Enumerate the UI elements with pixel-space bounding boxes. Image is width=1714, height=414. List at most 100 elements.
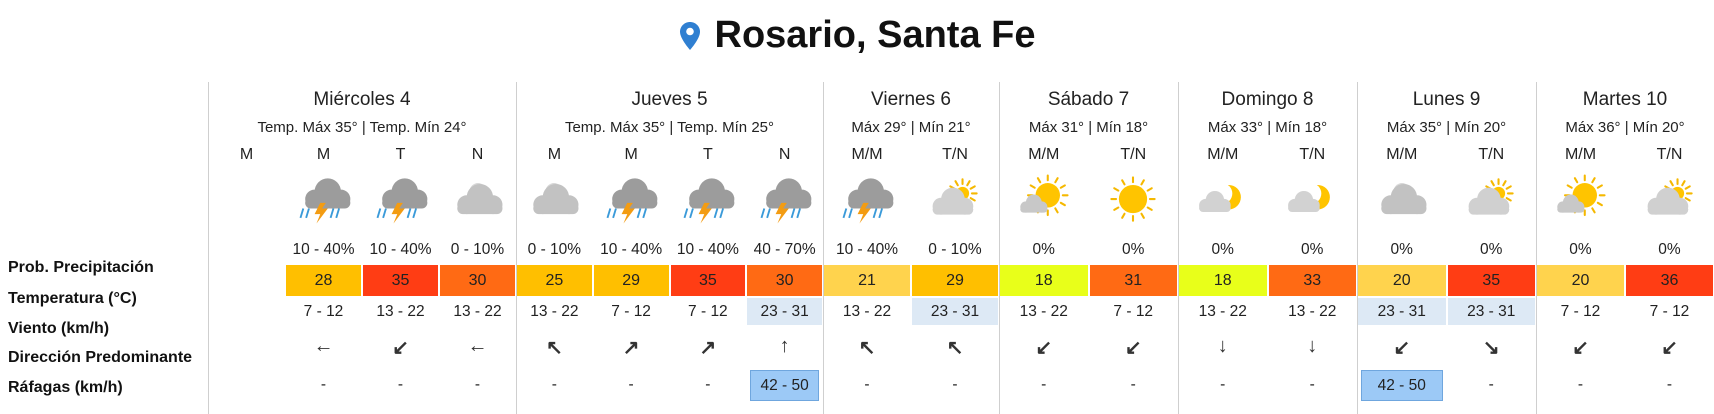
gust: 42 - 50 xyxy=(1361,370,1443,401)
wind-direction: ↗ xyxy=(622,337,640,359)
period-label: M/M xyxy=(851,146,883,163)
weather-icon xyxy=(1556,174,1606,217)
icon-part xyxy=(1505,197,1513,202)
gust: - xyxy=(1577,376,1584,393)
row-label: Prob. Precipitación xyxy=(8,259,154,276)
precipitation: 0 - 10% xyxy=(928,241,982,258)
temperature: 33 xyxy=(1268,265,1356,296)
icon-part xyxy=(381,197,427,209)
row-label: Viento (km/h) xyxy=(8,320,110,337)
day-separator xyxy=(516,82,517,414)
temperature: 30 xyxy=(747,265,822,296)
wind-direction: ↘ xyxy=(1482,337,1500,359)
icon-part xyxy=(848,197,894,209)
temperature: 28 xyxy=(286,265,361,296)
period-label: N xyxy=(471,146,484,163)
weather-icon xyxy=(1198,183,1241,213)
day-summary: Máx 33° | Mín 18° xyxy=(1207,119,1328,136)
icon-part xyxy=(1556,205,1584,213)
icon-part xyxy=(299,208,304,219)
wind-direction: ↙ xyxy=(1035,337,1053,359)
gust: - xyxy=(397,376,404,393)
temperature: 20 xyxy=(1358,265,1446,296)
icon-part xyxy=(456,184,502,215)
precipitation: 10 - 40% xyxy=(600,241,663,258)
icon-part xyxy=(1573,177,1578,184)
precipitation: 0% xyxy=(1032,241,1055,258)
wind: 13 - 22 xyxy=(1019,303,1068,320)
icon-part xyxy=(612,208,617,219)
wind-direction: ↙ xyxy=(1661,337,1678,359)
period-label: T/N xyxy=(1656,146,1683,163)
icon-part xyxy=(606,208,612,219)
day-name: Miércoles 4 xyxy=(313,89,411,110)
period-label: T/N xyxy=(1120,146,1147,163)
temperature: 29 xyxy=(912,265,998,296)
weather-icon xyxy=(683,178,735,224)
precipitation: 0% xyxy=(1122,241,1145,258)
wind-direction: ↗ xyxy=(699,337,717,359)
gust: - xyxy=(628,376,634,393)
temperature: 18 xyxy=(1179,265,1267,296)
icon-part xyxy=(304,178,350,209)
period-label: M/M xyxy=(1564,146,1597,163)
precipitation: 0% xyxy=(1390,241,1413,258)
day-name: Domingo 8 xyxy=(1221,89,1314,110)
day-name: Sábado 7 xyxy=(1047,89,1130,110)
icon-part xyxy=(1502,180,1507,187)
icon-part xyxy=(932,187,974,215)
precipitation: 0% xyxy=(1569,241,1592,258)
icon-part xyxy=(765,208,771,219)
icon-part xyxy=(1113,187,1120,192)
icon-part xyxy=(795,208,801,219)
gust: - xyxy=(1309,376,1315,393)
period-label: M xyxy=(316,146,331,163)
wind-direction: ↖ xyxy=(858,337,876,359)
weather-icon xyxy=(1647,178,1693,215)
wind: 23 - 31 xyxy=(1447,298,1535,325)
icon-part xyxy=(621,202,635,224)
icon-part xyxy=(1590,177,1596,184)
icon-part xyxy=(381,208,387,219)
weather-icon xyxy=(932,178,978,215)
icon-part xyxy=(1029,184,1036,189)
wind-direction: ↙ xyxy=(1572,337,1589,359)
icon-part xyxy=(1684,185,1691,190)
icon-part xyxy=(713,208,719,219)
icon-part xyxy=(1146,187,1154,192)
gust: - xyxy=(320,376,327,393)
day-separator xyxy=(1178,82,1179,414)
day-name: Jueves 5 xyxy=(631,89,708,110)
icon-part xyxy=(1288,204,1320,213)
icon-part xyxy=(765,178,811,209)
pin-shape xyxy=(679,22,700,50)
icon-part xyxy=(1146,206,1154,211)
weather-icon xyxy=(1381,183,1427,215)
day-name: Viernes 6 xyxy=(871,89,951,110)
weather-icon xyxy=(1110,176,1156,222)
day-separator xyxy=(1536,82,1537,414)
precipitation: 0 - 10% xyxy=(527,241,582,258)
wind: 7 - 12 xyxy=(1113,303,1154,320)
wind-direction: ↖ xyxy=(545,337,563,359)
icon-part xyxy=(1020,194,1048,213)
icon-part xyxy=(1121,212,1126,219)
gust: - xyxy=(864,376,870,393)
icon-part xyxy=(790,208,795,219)
wind-direction: ↙ xyxy=(1124,337,1142,359)
gust: - xyxy=(1488,376,1494,393)
period-label: M/M xyxy=(1207,146,1239,163)
icon-part xyxy=(760,208,765,219)
precipitation: 0% xyxy=(1658,241,1681,258)
icon-part xyxy=(842,208,848,219)
period-label: T/N xyxy=(1478,146,1505,163)
icon-part xyxy=(642,208,648,219)
period-label: T xyxy=(702,146,713,163)
icon-part xyxy=(872,208,878,219)
icon-part xyxy=(533,184,579,215)
icon-part xyxy=(1468,187,1510,215)
weather-icon xyxy=(299,178,350,224)
icon-part xyxy=(1381,184,1427,215)
icon-part xyxy=(1054,177,1059,184)
day-summary: Temp. Máx 35° | Temp. Mín 25° xyxy=(564,119,775,136)
